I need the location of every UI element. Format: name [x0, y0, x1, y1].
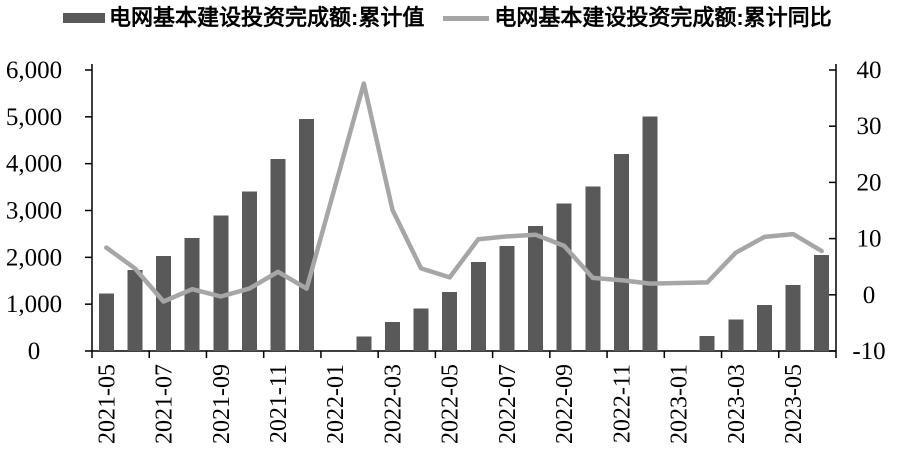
y-axis-left-label: 0: [28, 338, 41, 365]
legend-label-yoy: 电网基本建设投资完成额:累计同比: [494, 5, 832, 30]
bar: [213, 215, 229, 351]
bar: [585, 186, 601, 351]
bar: [785, 284, 801, 351]
y-axis-left-label: 5,000: [6, 104, 62, 131]
legend-item-yoy: 电网基本建设投资完成额:累计同比: [424, 4, 832, 32]
bar: [356, 336, 372, 351]
y-axis-right-label: 30: [857, 113, 882, 140]
bar: [299, 119, 315, 351]
x-axis-label: 2023-03: [724, 364, 750, 444]
bar: [756, 305, 772, 351]
x-axis-label: 2021-09: [209, 364, 235, 444]
bar: [613, 153, 629, 351]
bar: [470, 261, 486, 351]
bar: [384, 321, 400, 351]
x-axis-label: 2022-11: [609, 364, 635, 443]
x-axis-label: 2022-09: [552, 364, 578, 444]
x-axis-label: 2021-05: [94, 364, 120, 444]
bar: [241, 191, 257, 351]
bar: [728, 319, 744, 351]
x-axis-label: 2023-01: [667, 364, 693, 444]
trend-line: [104, 81, 824, 304]
x-axis-label: 2021-07: [152, 364, 178, 444]
bar: [270, 158, 286, 351]
y-axis-left-label: 4,000: [6, 151, 62, 178]
legend-item-cumulative-value: 电网基本建设投资完成额:累计值: [63, 4, 424, 32]
line-swatch-icon: [443, 15, 490, 21]
legend: 电网基本建设投资完成额:累计值 电网基本建设投资完成额:累计同比: [63, 4, 832, 32]
bar: [499, 246, 515, 351]
bar-swatch-icon: [63, 13, 105, 23]
bar: [184, 238, 200, 351]
y-axis-right-label: 20: [857, 169, 882, 196]
x-axis-label: 2022-07: [495, 364, 521, 444]
y-axis-left-label: 3,000: [6, 198, 62, 225]
bar: [528, 226, 544, 351]
bar: [814, 254, 830, 351]
bar: [642, 116, 658, 351]
y-axis-right-label: 0: [863, 282, 876, 309]
y-axis-right-label: -10: [852, 338, 885, 365]
y-axis-left-label: 1,000: [6, 291, 62, 318]
bar: [699, 336, 715, 351]
bar: [442, 291, 458, 351]
y-axis-left-label: 6,000: [6, 57, 62, 84]
y-axis-right-label: 40: [857, 57, 882, 84]
y-axis-left-label: 2,000: [6, 244, 62, 271]
bar: [98, 293, 114, 351]
x-axis-label: 2022-01: [323, 364, 349, 444]
x-axis-label: 2021-11: [266, 364, 292, 443]
x-axis-label: 2023-05: [781, 364, 807, 444]
y-axis-right-label: 10: [857, 226, 882, 253]
legend-label-cumulative-value: 电网基本建设投资完成额:累计值: [109, 5, 425, 30]
bar: [127, 269, 143, 351]
x-axis-label: 2022-03: [380, 364, 406, 444]
bar: [556, 203, 572, 351]
x-axis-label: 2022-05: [438, 364, 464, 444]
bar: [413, 308, 429, 351]
